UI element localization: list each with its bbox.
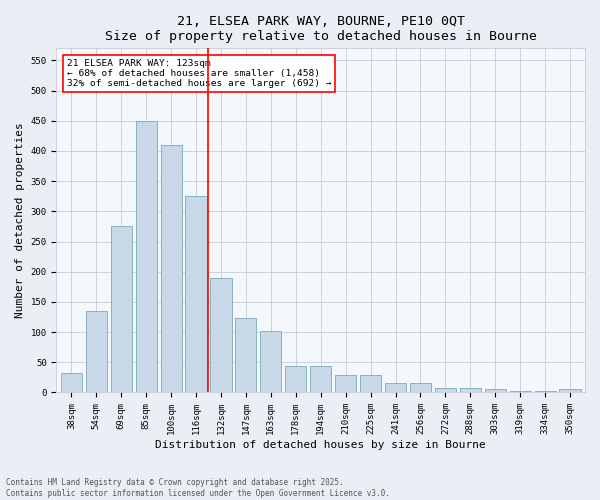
Bar (310, 366, 331, 392)
Bar (86, 311, 107, 392)
Bar (235, 318, 256, 392)
Bar (460, 388, 481, 392)
Bar (61, 372, 82, 392)
Text: 21 ELSEA PARK WAY: 123sqm
← 68% of detached houses are smaller (1,458)
32% of se: 21 ELSEA PARK WAY: 123sqm ← 68% of detac… (67, 58, 331, 88)
Bar (110, 226, 132, 392)
Bar (335, 375, 356, 392)
Bar (435, 388, 456, 392)
Title: 21, ELSEA PARK WAY, BOURNE, PE10 0QT
Size of property relative to detached house: 21, ELSEA PARK WAY, BOURNE, PE10 0QT Siz… (105, 15, 537, 43)
Bar (385, 384, 406, 392)
Bar (260, 332, 281, 392)
Bar (509, 390, 531, 392)
Bar (161, 145, 182, 392)
Bar (410, 384, 431, 392)
Bar (136, 121, 157, 392)
Text: Contains HM Land Registry data © Crown copyright and database right 2025.
Contai: Contains HM Land Registry data © Crown c… (6, 478, 390, 498)
Bar (285, 366, 307, 392)
Bar (485, 390, 506, 392)
Bar (211, 278, 232, 392)
Bar (185, 196, 206, 392)
Bar (360, 375, 381, 392)
Bar (559, 389, 581, 392)
X-axis label: Distribution of detached houses by size in Bourne: Distribution of detached houses by size … (155, 440, 486, 450)
Bar (535, 390, 556, 392)
Y-axis label: Number of detached properties: Number of detached properties (15, 122, 25, 318)
